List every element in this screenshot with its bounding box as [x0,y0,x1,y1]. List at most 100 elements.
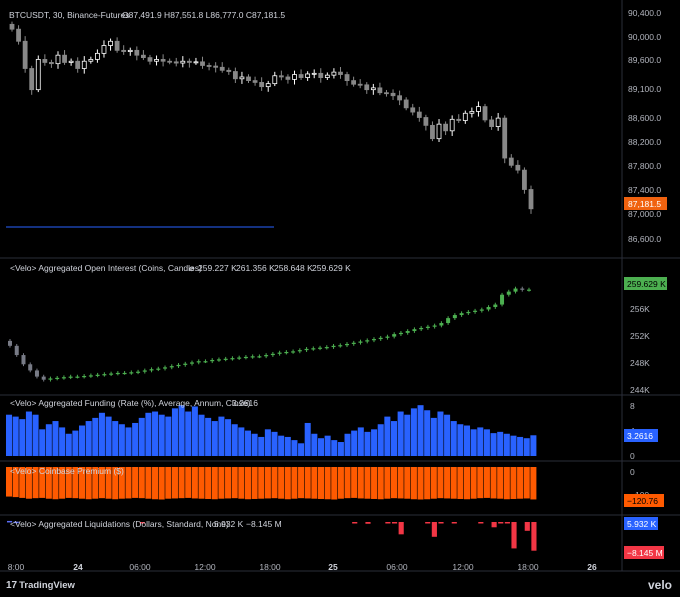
price-candle [134,49,140,56]
premium-bar [357,467,364,499]
premium-bar [6,467,13,497]
price-tick-label: 87,800.0 [628,161,661,171]
premium-bar [205,467,212,499]
funding-bar [145,412,152,456]
price-candle [246,76,251,82]
funding-bar [397,411,404,456]
oi-candle [156,368,161,370]
premium-bar [351,467,358,498]
pane-separators [0,0,680,572]
price-tick-label: 87,000.0 [628,209,661,219]
price-axis[interactable]: 90,400.0 90,000.0 89,600.0 89,100.0 88,600.0… [628,8,661,244]
oi-tick-label: 244K [630,385,650,395]
funding-bar [158,414,165,456]
premium-bar [344,467,351,499]
liq-short-badge [624,546,664,559]
premium-bar [384,467,391,499]
premium-bar [178,467,185,499]
funding-bar [324,435,331,456]
time-axis[interactable]: 8:00 24 06:00 12:00 18:00 25 06:00 12:00 18:00 26 [8,562,597,572]
oi-candle [176,364,181,367]
funding-bar [271,431,278,456]
oi-candle [189,362,194,364]
oi-candle [28,364,33,371]
premium-bar [244,467,251,500]
oi-candle [446,318,451,324]
funding-bar [32,414,39,456]
price-candle [305,73,311,78]
oi-candle [210,359,215,362]
price-candle [397,95,403,101]
funding-bar [523,438,530,456]
premium-bar [523,467,530,499]
oi-value-1: 259.227 K [198,263,237,273]
oi-candle [371,339,376,341]
funding-bar [45,424,52,456]
oi-candle [264,355,269,357]
price-candle [154,59,159,62]
price-candle [436,123,442,140]
oi-candle [257,356,262,358]
time-tick-label: 06:00 [386,562,408,572]
funding-bar [298,443,305,456]
oi-candle [318,347,323,349]
price-candle [351,80,357,85]
premium-pane[interactable]: <Velo> Coinbase Premium ($) 0−100 −120.7… [6,466,664,507]
oi-candle [129,372,134,374]
premium-bar [291,467,298,499]
price-candle [147,57,153,62]
funding-bar [278,435,285,456]
premium-bar [377,467,384,500]
funding-bar [218,416,225,456]
funding-bar [264,429,271,456]
oi-candle [95,374,100,376]
price-candle [272,75,278,85]
oi-title: <Velo> Aggregated Open Interest (Coins, … [10,263,202,273]
premium-bar [59,467,66,499]
price-candle [239,76,245,80]
price-candle [456,118,462,121]
main-pane[interactable]: BTCUSDT, 30, Binance-Futures O87,491.9 H… [6,8,667,244]
time-tick-label: 8:00 [8,562,25,572]
price-candle [508,157,514,166]
liquidation-bar [352,522,358,524]
oi-candle [163,367,168,369]
tradingview-logo[interactable]: 17 TradingView [6,580,75,591]
liq-pane[interactable]: <Velo> Aggregated Liquidations (Dollars,… [7,517,664,559]
oi-pane[interactable]: <Velo> Aggregated Open Interest (Coins, … [8,263,667,395]
funding-bar [12,416,19,456]
liq-short-label: −8.145 M [627,548,663,558]
price-candle [232,71,238,80]
funding-bar [304,422,311,456]
funding-bar [258,436,265,456]
funding-tick-label: 0 [630,451,635,461]
premium-bar [331,467,338,500]
oi-candle [270,353,275,356]
premium-bar [490,467,497,499]
price-candle [502,117,508,159]
oi-candle [109,373,114,375]
price-candle [423,117,429,126]
oi-axis[interactable]: 256K 252K 248K 244K [630,304,650,395]
oi-candle [392,334,397,337]
funding-last-label: 3.2616 [627,431,653,441]
price-candle [173,61,179,64]
premium-bar [45,467,52,499]
price-candle [167,60,173,63]
price-candle [338,71,343,75]
funding-pane[interactable]: <Velo> Aggregated Funding (Rate (%), Ave… [6,398,658,461]
premium-bar [25,467,32,499]
funding-bar [390,421,398,456]
price-candle [416,111,422,118]
premium-bar [225,467,232,499]
funding-bars [6,405,537,456]
oi-candle [203,361,208,363]
funding-bar [231,424,238,456]
price-candle [292,74,297,80]
price-candle [180,60,186,64]
premium-bar [264,467,271,499]
premium-bar [79,467,86,499]
funding-bar [437,411,444,456]
funding-value: 3.2616 [232,398,258,408]
oi-candle [142,370,147,372]
